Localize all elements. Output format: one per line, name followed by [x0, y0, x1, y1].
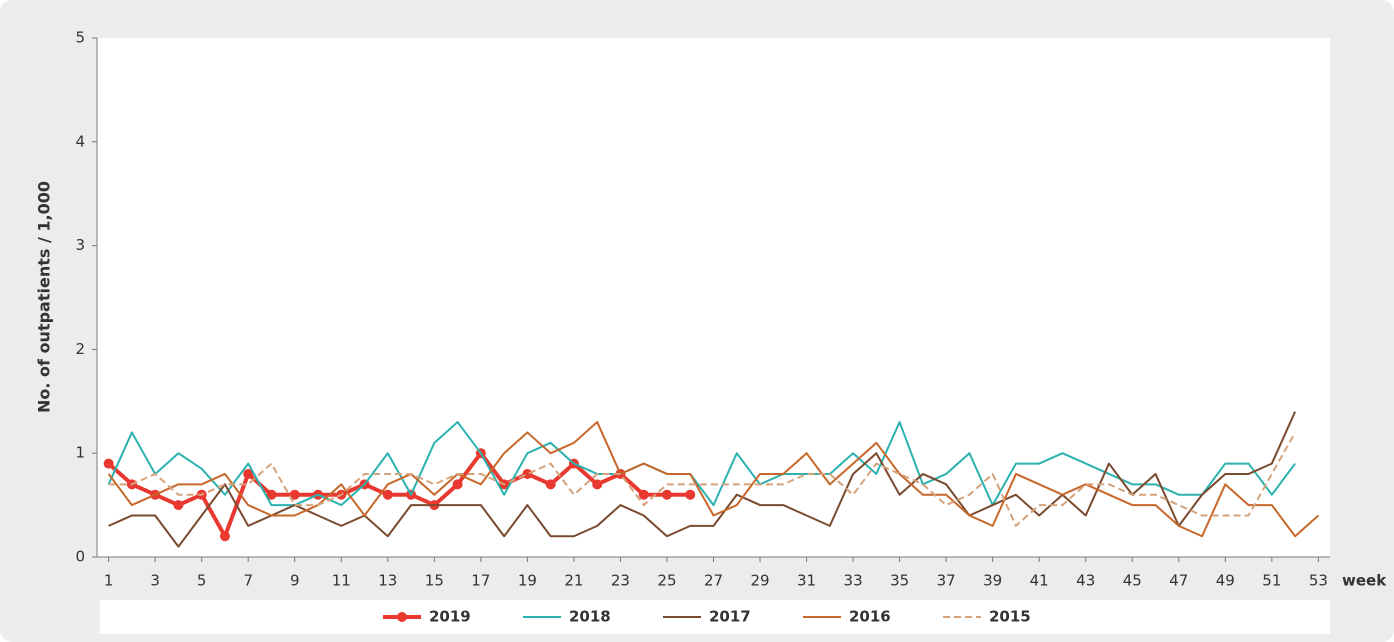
x-tick-label: 31 [797, 572, 816, 590]
legend-label: 2019 [429, 608, 471, 626]
y-tick-label: 5 [75, 29, 85, 47]
data-point [173, 500, 184, 511]
x-tick-label: 49 [1216, 572, 1235, 590]
data-point [685, 489, 696, 500]
x-tick-label: 45 [1123, 572, 1142, 590]
x-axis-label: week [1342, 572, 1387, 590]
x-tick-label: 23 [611, 572, 630, 590]
legend-marker [397, 612, 407, 622]
data-point [103, 458, 114, 469]
y-tick-label: 3 [75, 236, 85, 254]
x-tick-label: 17 [471, 572, 490, 590]
data-point [219, 531, 230, 542]
x-tick-label: 43 [1076, 572, 1095, 590]
y-tick-label: 0 [75, 548, 85, 566]
data-point [638, 489, 649, 500]
y-tick-label: 4 [75, 132, 85, 150]
data-point [289, 489, 300, 500]
x-tick-label: 1 [104, 572, 114, 590]
x-tick-label: 11 [332, 572, 351, 590]
series-line [107, 421, 1320, 538]
data-point [592, 479, 603, 490]
series-line [107, 451, 691, 539]
data-point [243, 468, 254, 479]
x-tick-label: 7 [243, 572, 253, 590]
x-tick-label: 47 [1169, 572, 1188, 590]
x-tick-label: 51 [1262, 572, 1281, 590]
data-point [522, 468, 533, 479]
y-tick-label: 2 [75, 340, 85, 358]
legend-label: 2018 [569, 608, 611, 626]
x-tick-label: 29 [750, 572, 769, 590]
x-tick-label: 41 [1030, 572, 1049, 590]
x-tick-label: 15 [425, 572, 444, 590]
legend-box [100, 600, 1330, 634]
x-tick-label: 33 [844, 572, 863, 590]
x-tick-label: 39 [983, 572, 1002, 590]
x-tick-label: 53 [1309, 572, 1328, 590]
y-axis-label: No. of outpatients / 1,000 [35, 181, 54, 413]
x-tick-label: 9 [290, 572, 300, 590]
series-line [107, 421, 1296, 507]
x-tick-label: 25 [657, 572, 676, 590]
plot-area [97, 38, 1330, 557]
data-point [545, 479, 556, 490]
x-tick-label: 27 [704, 572, 723, 590]
x-tick-label: 13 [378, 572, 397, 590]
x-tick-label: 3 [150, 572, 160, 590]
legend-label: 2015 [989, 608, 1031, 626]
series-line [108, 431, 1296, 527]
legend-label: 2017 [709, 608, 751, 626]
y-tick-label: 1 [75, 444, 85, 462]
data-point [452, 479, 463, 490]
legend-label: 2016 [849, 608, 891, 626]
x-tick-label: 19 [518, 572, 537, 590]
x-tick-label: 21 [564, 572, 583, 590]
x-tick-label: 37 [937, 572, 956, 590]
x-tick-label: 5 [197, 572, 207, 590]
data-point [382, 489, 393, 500]
data-point [661, 489, 672, 500]
data-point [266, 489, 277, 500]
x-tick-label: 35 [890, 572, 909, 590]
